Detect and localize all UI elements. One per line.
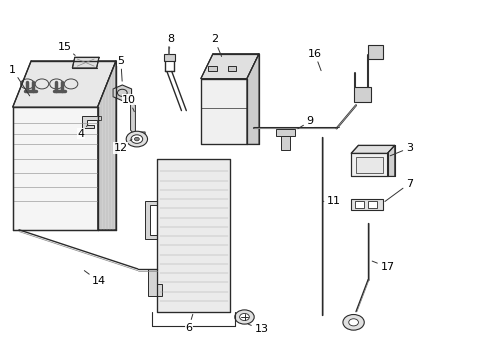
Circle shape: [348, 319, 358, 326]
Bar: [350, 199, 382, 210]
Polygon shape: [157, 159, 229, 312]
Polygon shape: [350, 145, 394, 153]
Circle shape: [131, 135, 142, 143]
Text: 2: 2: [210, 35, 221, 57]
Polygon shape: [145, 202, 157, 239]
Polygon shape: [113, 85, 131, 101]
Text: 3: 3: [389, 143, 412, 156]
Bar: [275, 129, 295, 135]
Circle shape: [342, 315, 364, 330]
Text: 13: 13: [247, 324, 268, 334]
Polygon shape: [130, 102, 145, 135]
Polygon shape: [147, 269, 162, 296]
Circle shape: [126, 131, 147, 147]
Text: 15: 15: [58, 41, 75, 55]
Polygon shape: [98, 61, 116, 230]
Text: 5: 5: [117, 56, 124, 81]
Text: 12: 12: [114, 139, 132, 153]
Bar: [367, 201, 376, 208]
Bar: [355, 157, 382, 173]
Bar: [367, 45, 382, 59]
Bar: [163, 54, 175, 61]
Bar: [280, 135, 289, 150]
Polygon shape: [13, 61, 116, 107]
Circle shape: [239, 314, 249, 320]
Polygon shape: [72, 57, 99, 68]
Text: 14: 14: [84, 271, 106, 287]
Text: 1: 1: [9, 65, 30, 96]
Polygon shape: [386, 145, 394, 176]
Text: 11: 11: [323, 196, 341, 206]
Polygon shape: [350, 153, 386, 176]
Polygon shape: [13, 107, 98, 230]
Text: 8: 8: [167, 35, 174, 48]
Bar: [354, 201, 363, 208]
Polygon shape: [201, 78, 246, 144]
Text: 7: 7: [384, 179, 412, 202]
Polygon shape: [82, 116, 102, 129]
Bar: [227, 66, 236, 71]
Text: 9: 9: [297, 116, 313, 129]
Circle shape: [234, 310, 254, 324]
Text: 10: 10: [122, 95, 136, 112]
Circle shape: [134, 137, 139, 141]
Polygon shape: [201, 54, 259, 78]
Text: 17: 17: [371, 261, 394, 272]
Bar: [353, 87, 370, 102]
Bar: [208, 66, 216, 71]
Text: 6: 6: [185, 314, 192, 333]
Text: 4: 4: [77, 125, 88, 139]
Polygon shape: [246, 54, 259, 144]
Text: 16: 16: [307, 49, 321, 71]
